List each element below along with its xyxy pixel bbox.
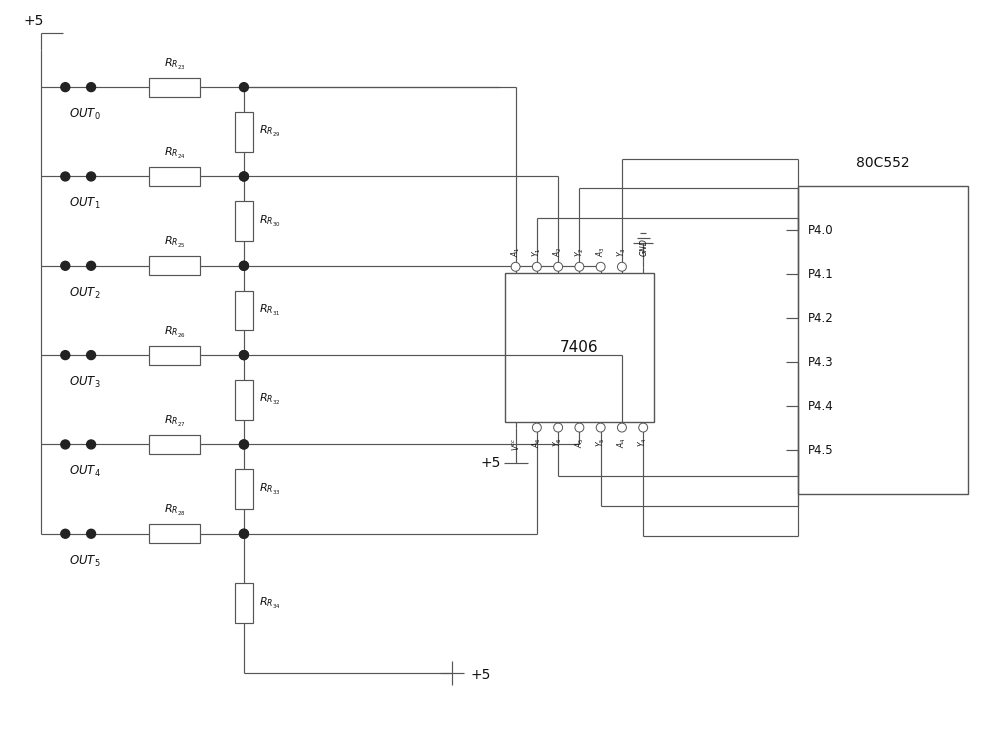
Text: $GND$: $GND$ [638,238,649,257]
Circle shape [239,261,248,270]
Bar [149,256,200,275]
Text: $Y_2$: $Y_2$ [573,247,586,257]
Text: $R_{R_{32}}$: $R_{R_{32}}$ [259,392,281,407]
Circle shape [239,261,248,270]
Text: $R_{R_{28}}$: $R_{R_{28}}$ [164,503,185,519]
Text: P4.5: P4.5 [808,443,833,457]
Text: $R_{R_{23}}$: $R_{R_{23}}$ [164,57,185,72]
Circle shape [554,423,563,432]
Text: $Y_3$: $Y_3$ [616,247,628,257]
Circle shape [617,262,626,272]
Circle shape [87,83,96,92]
Text: $R_{R_{24}}$: $R_{R_{24}}$ [164,146,185,161]
Text: $R_{R_{30}}$: $R_{R_{30}}$ [259,214,281,229]
Bar [235,583,253,623]
Text: +5: +5 [24,13,44,27]
Text: $A_4$: $A_4$ [616,437,628,448]
Text: $OUT_0$: $OUT_0$ [69,107,101,122]
Text: $R_{R_{31}}$: $R_{R_{31}}$ [259,303,281,318]
Text: +5: +5 [470,667,491,682]
Text: $A_2$: $A_2$ [552,246,564,257]
Text: $OUT_2$: $OUT_2$ [69,286,101,300]
Circle shape [532,262,541,272]
Circle shape [575,423,584,432]
Text: P4.2: P4.2 [808,312,833,325]
Text: $A_1$: $A_1$ [509,246,522,257]
Text: $Y_4$: $Y_4$ [637,437,649,447]
Text: $R_{R_{27}}$: $R_{R_{27}}$ [164,414,185,429]
Circle shape [596,262,605,272]
Circle shape [61,261,70,270]
Circle shape [239,351,248,360]
Text: 80C552: 80C552 [856,155,910,169]
Text: $OUT_1$: $OUT_1$ [69,196,101,212]
Text: $OUT_3$: $OUT_3$ [69,375,101,390]
Circle shape [61,351,70,360]
Circle shape [554,262,563,272]
Circle shape [61,83,70,92]
Bar [235,201,253,241]
Text: 7406: 7406 [560,340,599,354]
Text: $Y_5$: $Y_5$ [594,437,607,447]
Circle shape [575,262,584,272]
Text: $OUT_4$: $OUT_4$ [69,464,101,480]
Circle shape [87,440,96,449]
Circle shape [87,529,96,538]
Circle shape [596,423,605,432]
Circle shape [61,529,70,538]
Text: $Y_1$: $Y_1$ [531,247,543,257]
Circle shape [617,423,626,432]
Bar [149,346,200,365]
Circle shape [639,423,648,432]
Text: P4.4: P4.4 [808,400,833,413]
Circle shape [61,172,70,181]
Circle shape [239,529,248,538]
Text: $R_{R_{29}}$: $R_{R_{29}}$ [259,124,281,139]
Bar [149,525,200,543]
Bar [235,469,253,509]
Circle shape [61,440,70,449]
Bar [149,435,200,454]
Circle shape [87,261,96,270]
Circle shape [239,440,248,449]
Text: $A_3$: $A_3$ [594,246,607,257]
Bar [235,291,253,330]
Circle shape [239,440,248,449]
Bar [149,78,200,96]
Circle shape [87,172,96,181]
Circle shape [87,351,96,360]
Circle shape [239,83,248,92]
Bar [505,273,654,422]
Circle shape [239,172,248,181]
Circle shape [239,172,248,181]
Bar [798,186,968,494]
Circle shape [532,423,541,432]
Text: P4.0: P4.0 [808,223,833,237]
Text: $V^{cc}$: $V^{cc}$ [510,437,521,451]
Text: $R_{R_{26}}$: $R_{R_{26}}$ [164,325,185,340]
Text: +5: +5 [481,457,501,470]
Text: P4.1: P4.1 [808,268,833,280]
Text: $OUT_5$: $OUT_5$ [69,554,101,569]
Text: $A_5$: $A_5$ [573,437,586,448]
Text: $R_{R_{25}}$: $R_{R_{25}}$ [164,235,185,250]
Bar [235,112,253,152]
Circle shape [239,351,248,360]
Circle shape [511,262,520,272]
Text: $R_{R_{34}}$: $R_{R_{34}}$ [259,596,281,610]
Bar [235,380,253,420]
Text: $A_6$: $A_6$ [531,437,543,448]
Text: $R_{R_{33}}$: $R_{R_{33}}$ [259,482,281,497]
Circle shape [239,529,248,538]
Text: $Y_6$: $Y_6$ [552,437,564,447]
Bar [149,167,200,186]
Text: P4.3: P4.3 [808,356,833,369]
